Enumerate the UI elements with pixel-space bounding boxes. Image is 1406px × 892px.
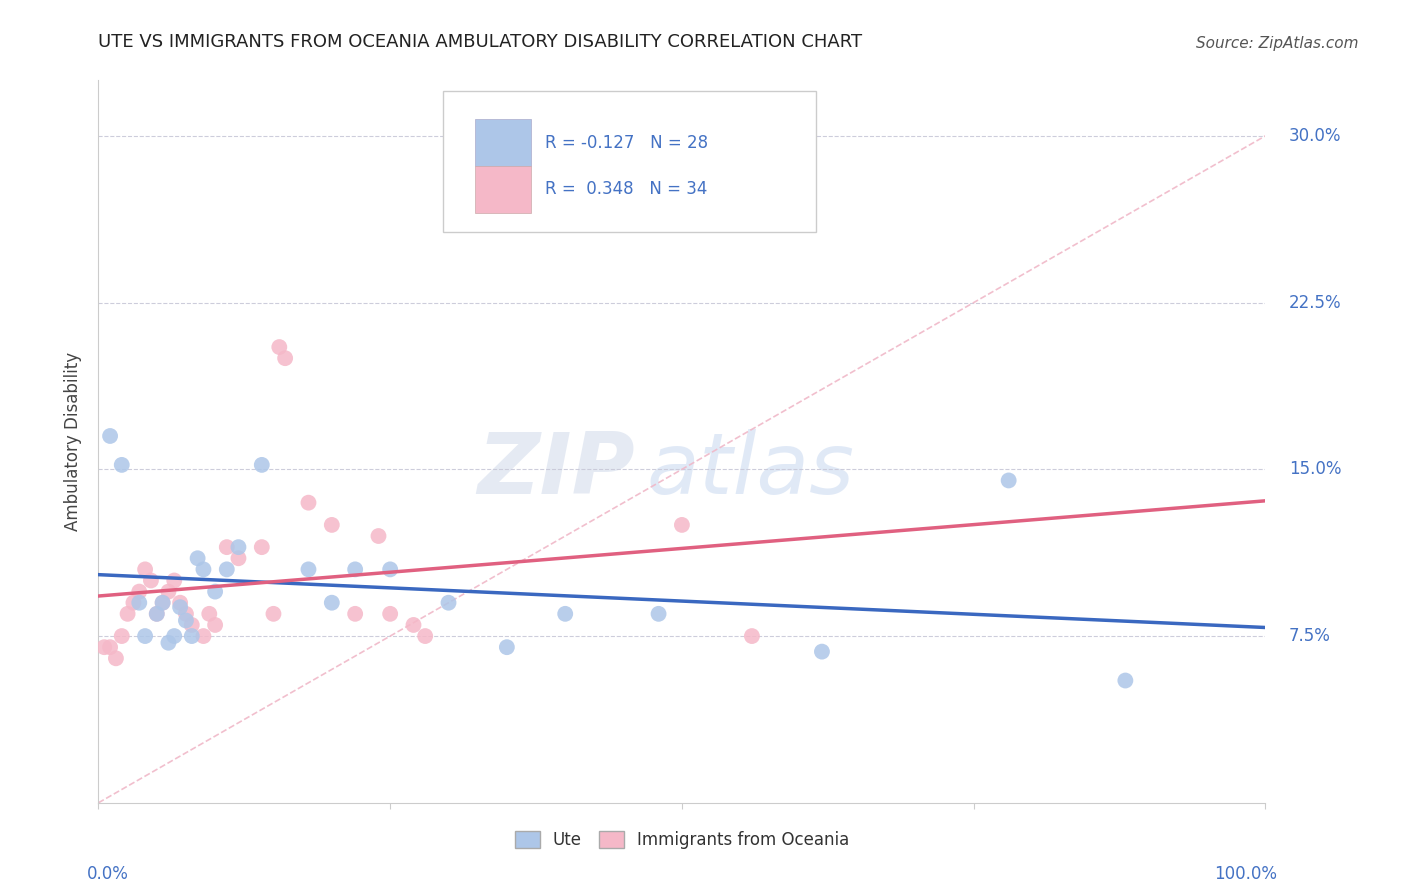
Point <box>269 340 291 354</box>
Text: 0.0%: 0.0% <box>87 865 128 883</box>
Text: ZIP: ZIP <box>478 429 636 512</box>
Point <box>367 529 389 543</box>
Point <box>98 429 121 443</box>
Point <box>262 607 284 621</box>
Point <box>274 351 297 366</box>
Point <box>169 600 191 615</box>
Legend: Ute, Immigrants from Oceania: Ute, Immigrants from Oceania <box>508 824 856 856</box>
Point <box>93 640 115 655</box>
Point <box>228 551 250 566</box>
Point <box>741 629 763 643</box>
Point <box>204 618 226 632</box>
Point <box>157 584 180 599</box>
Point <box>187 551 209 566</box>
Point <box>134 629 156 643</box>
Point <box>157 636 180 650</box>
Y-axis label: Ambulatory Disability: Ambulatory Disability <box>65 352 83 531</box>
Point <box>128 596 150 610</box>
Text: 22.5%: 22.5% <box>1289 293 1341 311</box>
Point <box>193 629 215 643</box>
Text: 7.5%: 7.5% <box>1289 627 1330 645</box>
Point <box>152 596 174 610</box>
Point <box>128 584 150 599</box>
Point <box>98 640 121 655</box>
Point <box>297 562 319 576</box>
Point <box>380 562 402 576</box>
Text: UTE VS IMMIGRANTS FROM OCEANIA AMBULATORY DISABILITY CORRELATION CHART: UTE VS IMMIGRANTS FROM OCEANIA AMBULATOR… <box>98 33 862 52</box>
Point <box>111 458 134 472</box>
Point <box>297 496 319 510</box>
Point <box>321 517 343 532</box>
Point <box>496 640 519 655</box>
Point <box>344 562 367 576</box>
Point <box>174 614 197 628</box>
Point <box>169 596 191 610</box>
Point <box>215 540 238 554</box>
Point <box>344 607 367 621</box>
Point <box>402 618 425 632</box>
Point <box>228 540 250 554</box>
Point <box>1114 673 1136 688</box>
Point <box>413 629 436 643</box>
Point <box>198 607 221 621</box>
FancyBboxPatch shape <box>443 91 815 232</box>
Point <box>437 596 460 610</box>
Point <box>180 618 202 632</box>
Point <box>152 596 174 610</box>
Point <box>117 607 139 621</box>
Text: R =  0.348   N = 34: R = 0.348 N = 34 <box>546 180 707 198</box>
Text: R = -0.127   N = 28: R = -0.127 N = 28 <box>546 134 709 152</box>
Point <box>250 540 273 554</box>
Point <box>997 474 1019 488</box>
Text: Source: ZipAtlas.com: Source: ZipAtlas.com <box>1197 37 1358 52</box>
Point <box>134 562 156 576</box>
Point <box>146 607 169 621</box>
Point <box>104 651 127 665</box>
Point <box>139 574 162 588</box>
Point <box>250 458 273 472</box>
Point <box>811 645 834 659</box>
Point <box>163 629 186 643</box>
Point <box>111 629 134 643</box>
Text: 15.0%: 15.0% <box>1289 460 1341 478</box>
Point <box>146 607 169 621</box>
Text: atlas: atlas <box>647 429 855 512</box>
Point <box>180 629 202 643</box>
Text: 30.0%: 30.0% <box>1289 127 1341 145</box>
Point <box>647 607 669 621</box>
Point <box>193 562 215 576</box>
Point <box>321 596 343 610</box>
Point <box>163 574 186 588</box>
Point <box>554 607 576 621</box>
Point <box>671 517 693 532</box>
FancyBboxPatch shape <box>475 166 531 213</box>
Point <box>215 562 238 576</box>
Point <box>380 607 402 621</box>
Point <box>122 596 145 610</box>
Text: 100.0%: 100.0% <box>1213 865 1277 883</box>
FancyBboxPatch shape <box>475 120 531 166</box>
Point <box>204 584 226 599</box>
Point <box>174 607 197 621</box>
